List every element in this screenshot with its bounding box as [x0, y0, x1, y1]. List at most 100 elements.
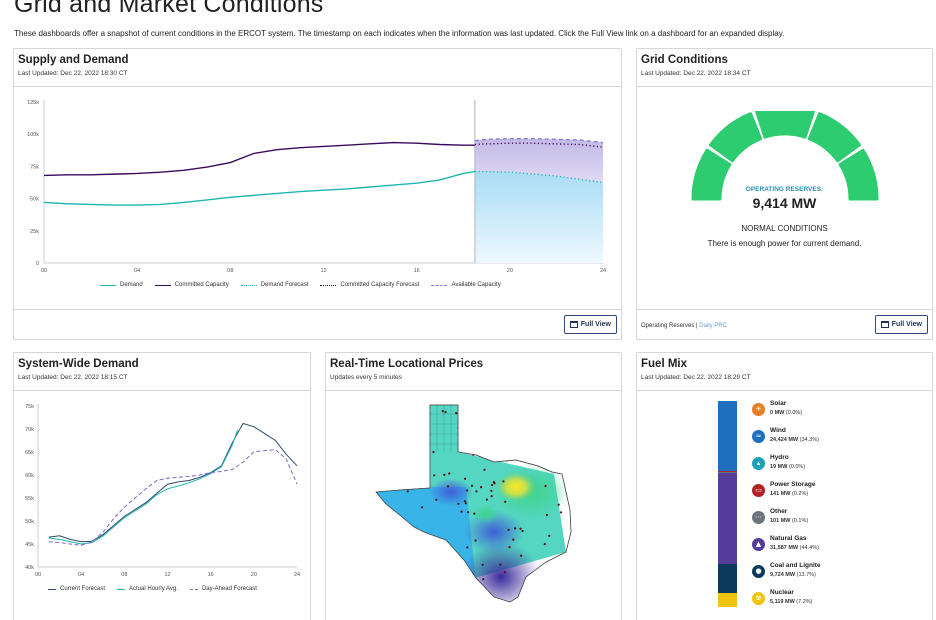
price-node-dot[interactable]: [553, 590, 557, 593]
price-node-dot[interactable]: [426, 563, 429, 566]
price-node-dot[interactable]: [551, 569, 554, 572]
price-node-dot[interactable]: [415, 413, 418, 416]
price-node-dot[interactable]: [464, 502, 467, 505]
price-node-dot[interactable]: [467, 571, 470, 574]
price-node-dot[interactable]: [455, 412, 458, 415]
price-node-dot[interactable]: [539, 589, 542, 593]
price-node-dot[interactable]: [435, 498, 438, 501]
price-node-dot[interactable]: [444, 411, 447, 414]
price-node-dot[interactable]: [474, 450, 477, 453]
price-node-dot[interactable]: [386, 549, 389, 552]
price-node-dot[interactable]: [386, 474, 389, 477]
price-node-dot[interactable]: [426, 462, 429, 465]
price-node-dot[interactable]: [519, 527, 522, 530]
supply-demand-full-view-button[interactable]: Full View: [563, 315, 617, 334]
price-node-dot[interactable]: [474, 539, 477, 542]
fuel-bar-segment[interactable]: [718, 564, 737, 593]
price-node-dot[interactable]: [390, 520, 393, 523]
price-node-dot[interactable]: [508, 546, 511, 549]
price-node-dot[interactable]: [485, 498, 488, 501]
legend-item[interactable]: Actual Hourly Avg.: [117, 586, 178, 592]
fuel-bar-segment[interactable]: [718, 473, 737, 565]
price-node-dot[interactable]: [534, 439, 537, 442]
fuel-bar-segment[interactable]: [718, 471, 737, 473]
price-node-dot[interactable]: [463, 500, 466, 503]
price-node-dot[interactable]: [396, 473, 399, 476]
price-node-dot[interactable]: [514, 527, 517, 530]
price-node-dot[interactable]: [464, 420, 467, 423]
price-node-dot[interactable]: [470, 484, 474, 487]
price-node-dot[interactable]: [467, 511, 470, 514]
price-node-dot[interactable]: [427, 573, 431, 577]
price-node-dot[interactable]: [503, 571, 506, 574]
legend-item[interactable]: Day-Ahead Forecast: [189, 586, 257, 592]
price-node-dot[interactable]: [418, 530, 421, 533]
price-node-dot[interactable]: [482, 578, 485, 581]
price-node-dot[interactable]: [475, 490, 478, 493]
price-node-dot[interactable]: [432, 587, 436, 590]
price-node-dot[interactable]: [557, 503, 560, 506]
price-node-dot[interactable]: [398, 573, 401, 576]
price-node-dot[interactable]: [433, 551, 436, 554]
fuel-bar-segment[interactable]: [718, 401, 737, 472]
price-node-dot[interactable]: [483, 594, 486, 597]
price-node-dot[interactable]: [536, 433, 539, 436]
price-node-dot[interactable]: [389, 435, 392, 438]
price-node-dot[interactable]: [467, 589, 470, 592]
legend-item[interactable]: Committed Capacity Forecast: [320, 282, 419, 288]
price-node-dot[interactable]: [492, 481, 495, 484]
price-node-dot[interactable]: [483, 468, 486, 471]
price-node-dot[interactable]: [446, 485, 450, 488]
price-node-dot[interactable]: [416, 415, 419, 418]
price-node-dot[interactable]: [503, 420, 506, 423]
price-node-dot[interactable]: [512, 538, 515, 541]
daily-prc-link[interactable]: Daily PRC: [699, 323, 727, 329]
price-node-dot[interactable]: [433, 474, 436, 477]
price-node-dot[interactable]: [393, 484, 396, 487]
legend-item[interactable]: Available Capacity: [431, 282, 501, 288]
price-node-dot[interactable]: [420, 506, 424, 509]
price-node-dot[interactable]: [445, 582, 448, 585]
price-node-dot[interactable]: [399, 409, 402, 413]
price-node-dot[interactable]: [418, 463, 421, 466]
price-node-dot[interactable]: [415, 593, 418, 596]
price-node-dot[interactable]: [432, 450, 435, 454]
price-node-dot[interactable]: [409, 448, 412, 451]
legend-item[interactable]: Committed Capacity: [154, 282, 229, 288]
price-node-dot[interactable]: [466, 423, 469, 426]
price-node-dot[interactable]: [457, 426, 460, 429]
price-node-dot[interactable]: [490, 495, 493, 498]
price-node-dot[interactable]: [395, 546, 398, 549]
price-node-dot[interactable]: [521, 529, 524, 533]
price-node-dot[interactable]: [491, 484, 494, 487]
price-node-dot[interactable]: [439, 578, 443, 581]
price-node-dot[interactable]: [465, 450, 468, 453]
price-node-dot[interactable]: [520, 554, 523, 557]
price-node-dot[interactable]: [406, 576, 409, 579]
legend-item[interactable]: Demand: [100, 282, 143, 288]
price-node-dot[interactable]: [505, 459, 508, 462]
price-node-dot[interactable]: [448, 472, 451, 475]
price-node-dot[interactable]: [507, 528, 510, 531]
price-node-dot[interactable]: [441, 410, 444, 413]
price-node-dot[interactable]: [503, 435, 506, 438]
price-node-dot[interactable]: [436, 554, 439, 557]
price-node-dot[interactable]: [518, 430, 521, 434]
price-node-dot[interactable]: [399, 418, 402, 422]
price-node-dot[interactable]: [502, 480, 505, 483]
price-node-dot[interactable]: [457, 502, 460, 505]
price-node-dot[interactable]: [543, 543, 546, 546]
fuel-bar-segment[interactable]: [718, 472, 737, 474]
price-node-dot[interactable]: [400, 436, 403, 440]
price-node-dot[interactable]: [480, 486, 483, 489]
price-node-dot[interactable]: [401, 594, 404, 597]
price-node-dot[interactable]: [407, 556, 410, 559]
price-node-dot[interactable]: [545, 513, 548, 517]
price-node-dot[interactable]: [505, 435, 509, 439]
fuel-bar-segment[interactable]: [718, 592, 737, 608]
price-node-dot[interactable]: [506, 437, 509, 441]
legend-item[interactable]: Demand Forecast: [240, 282, 308, 288]
price-node-dot[interactable]: [473, 415, 476, 418]
price-node-dot[interactable]: [556, 441, 560, 444]
price-node-dot[interactable]: [468, 594, 472, 597]
